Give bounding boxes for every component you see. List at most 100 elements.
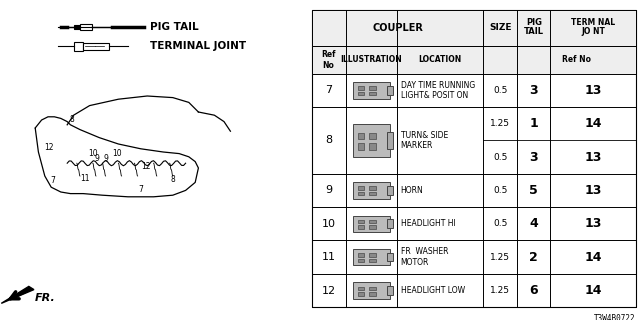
Text: 12: 12 <box>141 162 150 171</box>
Bar <box>369 132 376 140</box>
Text: COUPLER: COUPLER <box>372 23 423 33</box>
Text: 13: 13 <box>584 184 602 197</box>
Text: 0.5: 0.5 <box>493 219 508 228</box>
Bar <box>369 292 376 295</box>
Bar <box>312 10 636 307</box>
Text: 10: 10 <box>88 149 98 158</box>
Text: 14: 14 <box>584 251 602 264</box>
Bar <box>369 143 376 150</box>
Bar <box>369 92 376 95</box>
Text: FR.: FR. <box>35 292 56 303</box>
Bar <box>369 192 376 196</box>
Text: 0.5: 0.5 <box>493 86 508 95</box>
Text: JO NT: JO NT <box>581 27 605 36</box>
Text: 13: 13 <box>584 84 602 97</box>
Text: ILLUSTRATION: ILLUSTRATION <box>340 55 402 65</box>
Text: PIG TAIL: PIG TAIL <box>150 22 199 32</box>
Bar <box>80 24 92 30</box>
Bar <box>353 249 390 265</box>
Bar <box>353 182 390 199</box>
Bar <box>358 220 364 223</box>
Text: 1.25: 1.25 <box>490 119 510 128</box>
Bar <box>358 86 364 90</box>
Bar <box>358 225 364 229</box>
Text: 14: 14 <box>584 284 602 297</box>
Bar <box>353 124 390 157</box>
Text: 8: 8 <box>69 116 74 124</box>
Bar <box>353 216 390 232</box>
Bar <box>74 25 80 29</box>
Text: Ref No: Ref No <box>562 55 591 65</box>
Text: LOCATION: LOCATION <box>419 55 461 65</box>
Text: 2: 2 <box>529 251 538 264</box>
Text: HEADLIGHT LOW: HEADLIGHT LOW <box>401 286 465 295</box>
Text: TAIL: TAIL <box>524 27 544 36</box>
Text: 1: 1 <box>529 117 538 130</box>
Text: SIZE: SIZE <box>489 23 511 33</box>
Polygon shape <box>1 286 34 303</box>
Text: DAY TIME RUNNING
LIGHT& POSIT ON: DAY TIME RUNNING LIGHT& POSIT ON <box>401 81 475 100</box>
Bar <box>369 187 376 190</box>
Text: 14: 14 <box>584 117 602 130</box>
Bar <box>369 287 376 290</box>
Bar <box>369 86 376 90</box>
Bar <box>369 220 376 223</box>
Bar <box>358 287 364 290</box>
Text: 11: 11 <box>322 252 335 262</box>
Text: 12: 12 <box>321 285 336 295</box>
Text: 0.5: 0.5 <box>493 186 508 195</box>
Bar <box>312 10 636 46</box>
Bar <box>358 192 364 196</box>
Bar <box>358 292 364 295</box>
Text: 9: 9 <box>325 185 332 196</box>
Bar <box>387 220 393 228</box>
Text: 3: 3 <box>529 84 538 97</box>
Text: 13: 13 <box>584 217 602 230</box>
Text: 1.25: 1.25 <box>490 286 510 295</box>
Bar <box>353 82 390 99</box>
Bar <box>387 253 393 261</box>
Text: 0.5: 0.5 <box>493 153 508 162</box>
Bar <box>369 253 376 257</box>
Text: 7: 7 <box>138 185 143 194</box>
Bar <box>353 282 390 299</box>
Text: 11: 11 <box>81 174 90 183</box>
Text: T3W4B0722: T3W4B0722 <box>594 314 636 320</box>
Text: 10: 10 <box>322 219 335 229</box>
Bar <box>369 259 376 262</box>
Bar <box>358 253 364 257</box>
Text: 1.25: 1.25 <box>490 253 510 262</box>
Text: 10: 10 <box>112 149 122 158</box>
Bar <box>387 186 393 195</box>
Text: 8: 8 <box>325 135 332 145</box>
Text: 9: 9 <box>95 154 100 163</box>
Text: HEADLIGHT HI: HEADLIGHT HI <box>401 219 456 228</box>
Text: PIG: PIG <box>526 18 541 27</box>
Bar <box>358 92 364 95</box>
Bar <box>387 286 393 295</box>
Text: 8: 8 <box>170 175 175 184</box>
Text: 9: 9 <box>103 154 108 163</box>
Text: FR  WASHER
MOTOR: FR WASHER MOTOR <box>401 247 448 267</box>
Text: 13: 13 <box>584 150 602 164</box>
Text: 3: 3 <box>529 150 538 164</box>
Text: 4: 4 <box>529 217 538 230</box>
Bar <box>83 43 109 50</box>
Text: Ref
No: Ref No <box>321 50 336 70</box>
Bar <box>358 259 364 262</box>
Text: 7: 7 <box>51 176 56 185</box>
Bar <box>387 132 393 149</box>
Bar <box>358 143 364 150</box>
Text: TERMINAL JOINT: TERMINAL JOINT <box>150 41 246 52</box>
Text: TERM NAL: TERM NAL <box>571 18 615 27</box>
Bar <box>358 187 364 190</box>
Text: HORN: HORN <box>401 186 424 195</box>
Text: 5: 5 <box>529 184 538 197</box>
Bar <box>387 86 393 95</box>
Bar <box>312 46 636 74</box>
Text: 6: 6 <box>529 284 538 297</box>
Bar <box>369 225 376 229</box>
Bar <box>358 132 364 140</box>
Text: 12: 12 <box>45 143 54 152</box>
Text: TURN& SIDE
MARKER: TURN& SIDE MARKER <box>401 131 448 150</box>
